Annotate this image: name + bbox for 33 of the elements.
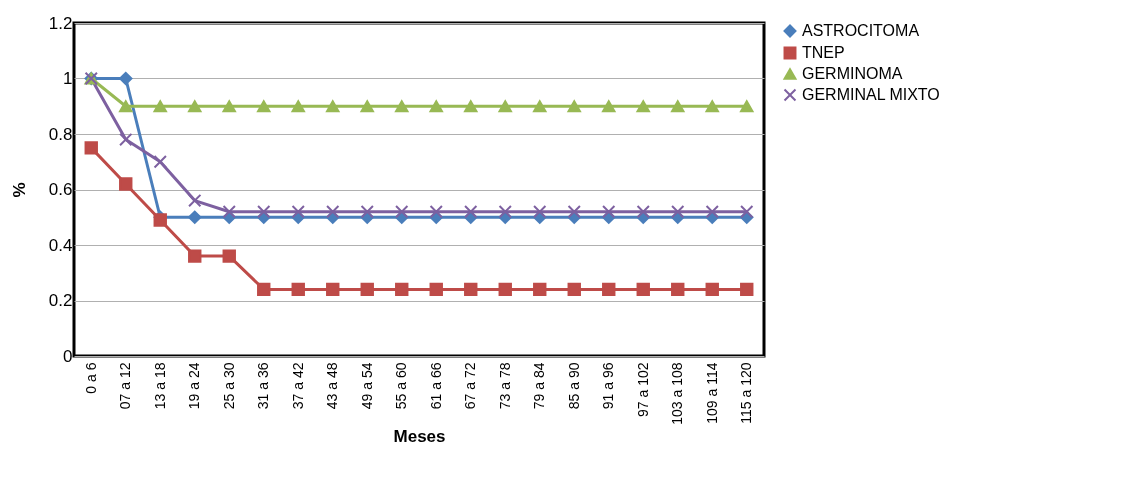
x-tick-label: 43 a 48 xyxy=(324,362,341,410)
x-tick-label: 109 a 114 xyxy=(703,362,720,424)
y-axis-title: % xyxy=(9,182,29,198)
y-tick-label: 0.4 xyxy=(48,235,73,255)
y-tick-label: 0.8 xyxy=(48,124,73,144)
x-tick-label: 115 a 120 xyxy=(738,362,755,424)
y-tick-label: 0.2 xyxy=(48,291,73,310)
x-tick-label: 91 a 96 xyxy=(600,362,617,410)
y-tick-label: 1 xyxy=(63,69,73,88)
legend-label: ASTROCITOMA xyxy=(802,22,920,39)
x-tick-label: 97 a 102 xyxy=(634,362,651,417)
x-tick-label: 85 a 90 xyxy=(565,362,582,410)
x-tick-label: 13 a 18 xyxy=(151,362,168,410)
x-tick-label: 19 a 24 xyxy=(186,362,203,410)
x-axis-title: Meses xyxy=(393,426,446,446)
y-tick-label: 0 xyxy=(63,346,73,366)
x-tick-label: 31 a 36 xyxy=(255,362,272,410)
x-tick-label: 55 a 60 xyxy=(393,362,410,410)
x-tick-label: 07 a 12 xyxy=(117,362,134,410)
x-tick-label: 61 a 66 xyxy=(427,362,444,410)
x-tick-label: 37 a 42 xyxy=(289,362,306,410)
y-tick-label: 0.6 xyxy=(48,180,73,199)
legend-label: GERMINOMA xyxy=(802,65,903,82)
x-tick-label: 0 a 6 xyxy=(82,362,99,394)
x-tick-label: 73 a 78 xyxy=(496,362,513,410)
legend-label: GERMINAL MIXTO xyxy=(802,86,940,103)
x-tick-label: 103 a 108 xyxy=(669,362,686,425)
x-tick-label: 25 a 30 xyxy=(220,362,237,410)
x-tick-label: 79 a 84 xyxy=(531,362,548,410)
x-tick-label: 67 a 72 xyxy=(462,362,479,410)
legend-label: TNEP xyxy=(802,44,845,61)
y-tick-label: 1.2 xyxy=(48,13,73,33)
x-tick-label: 49 a 54 xyxy=(358,362,375,410)
